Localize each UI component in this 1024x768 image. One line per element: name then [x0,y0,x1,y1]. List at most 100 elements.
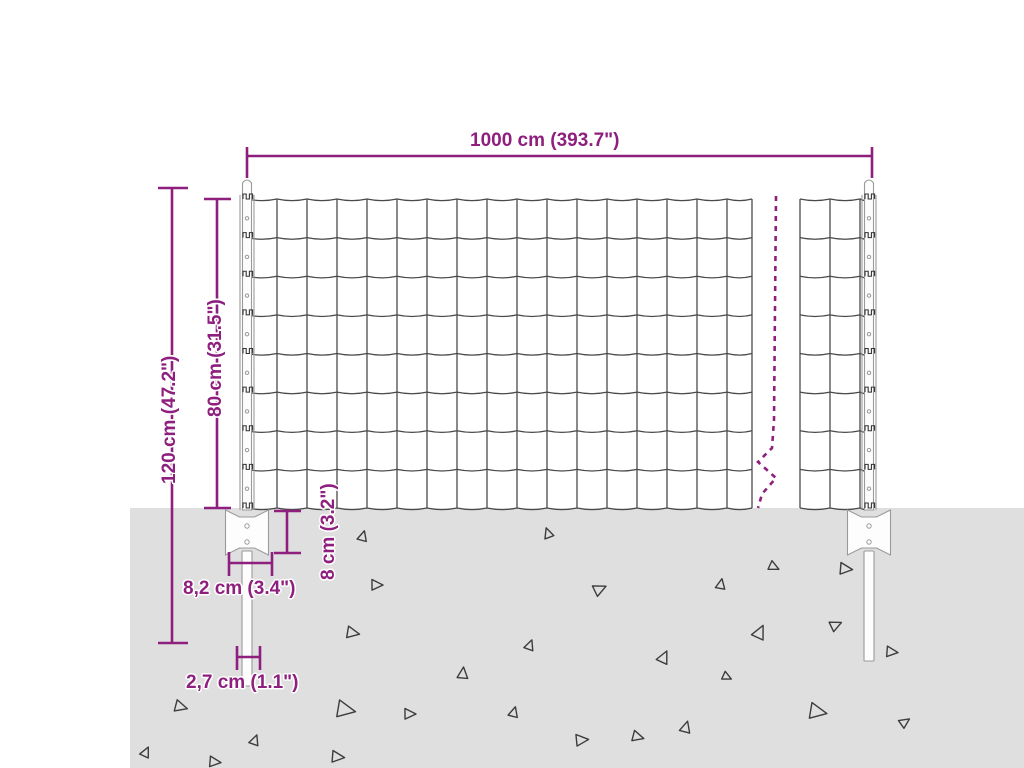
mesh-horizontal-wire [246,391,753,395]
fence-posts [224,179,892,687]
mesh-horizontal-wire [799,352,873,356]
post-hole [866,486,872,491]
ground-triangle [839,561,854,575]
ground-triangle [631,729,645,742]
ground-triangle [828,621,843,633]
post-hole [244,216,250,221]
dim-post-width-2-7cm [235,646,262,670]
mesh-horizontal-wire [246,507,753,511]
dim-label-width: 1000 cm (393.7") [470,130,620,151]
dimension-lines [158,147,874,670]
post-hole [244,331,250,337]
post-wire-hook [242,425,254,432]
ground-triangle [655,650,668,666]
post-wire-hook [864,502,876,509]
post-wire-hook [242,270,254,277]
mesh-horizontal-wire [246,352,753,356]
dim-label-mesh-height: 80 cm (31.5") [205,299,226,417]
post-hole [866,370,872,376]
dim-label-post-width: 2,7 cm (1.1") [186,672,299,693]
ground-triangle [720,670,733,680]
post-hole [244,409,250,414]
mesh-horizontal-wire [799,236,873,240]
anchor-hole [866,539,872,545]
ground-triangle [456,666,469,680]
break-line [756,195,778,509]
mesh-horizontal-wire [246,314,753,318]
mesh-horizontal-wire [799,198,873,202]
post-hole [244,370,250,376]
ground-triangle [714,577,726,590]
post-wire-hook [864,463,876,470]
post-wire-hook [864,193,876,200]
post-hole [866,216,872,221]
dim-label-total-height: 120 cm (47.2") [159,355,180,484]
post-body [863,179,875,511]
ground-triangle [523,639,534,652]
dim-label-base-height: 8 cm (3.2") [318,483,339,580]
mesh-horizontal-wire [246,275,753,279]
post-wire-hook [242,463,254,470]
dim-total-height-120cm [158,186,188,645]
wire-mesh-panel [246,198,873,511]
dim-width-1000cm [245,147,874,178]
post-hole [866,331,872,337]
ground-triangle [885,645,899,658]
ground-triangle [356,530,367,543]
post-wire-hook [864,425,876,432]
post-wire-hook [864,347,876,355]
mesh-horizontal-wire [799,391,873,395]
mesh-horizontal-wire [246,236,753,240]
post-ground-anchor-plate [224,509,270,556]
ground-triangle [507,706,518,719]
fence-post-left [224,179,270,687]
ground-fill [130,508,1024,768]
mesh-horizontal-wire [246,198,753,202]
ground-texture-triangles [138,527,911,768]
dim-label-base-width: 8,2 cm (3.4") [183,578,296,599]
anchor-hole [866,523,872,529]
post-wire-hook [864,270,876,277]
ground-triangle [678,720,691,734]
post-wire-hook [242,502,254,509]
post-wire-hook [864,232,876,239]
ground-triangle [138,746,150,759]
anchor-hole [244,523,250,529]
ground-triangle [336,699,357,718]
ground-triangle [248,734,259,747]
post-hole [866,447,872,453]
post-ground-spike [241,550,253,687]
mesh-horizontal-wire [799,314,873,318]
anchor-hole [244,539,250,545]
ground-triangle [404,707,417,720]
mesh-horizontal-wire [799,468,873,472]
ground-triangle [544,527,555,540]
post-wire-hook [242,347,254,355]
post-hole [244,254,250,260]
ground-triangle [331,749,346,763]
ground-triangle [750,624,764,641]
ground-triangle [371,578,384,591]
post-hole [244,486,250,491]
post-wire-hook [242,232,254,239]
post-hole [244,447,250,453]
ground-triangle [345,625,361,639]
dim-mesh-height-80cm [204,197,231,510]
post-wire-hook [242,309,254,316]
ground-triangle [591,585,607,598]
post-hole [866,293,872,298]
post-ground-spike [863,550,875,662]
ground-layer [130,508,1024,768]
ground-triangle [767,559,780,571]
dim-base-height-8cm [274,509,301,555]
post-hole [244,293,250,298]
mesh-horizontal-wire [246,430,753,433]
fence-post-right [846,179,892,662]
ground-triangle [173,699,189,712]
ground-triangle [575,733,590,747]
mesh-horizontal-wire [246,468,753,472]
post-body [241,179,253,511]
post-ground-anchor-plate [846,509,892,556]
